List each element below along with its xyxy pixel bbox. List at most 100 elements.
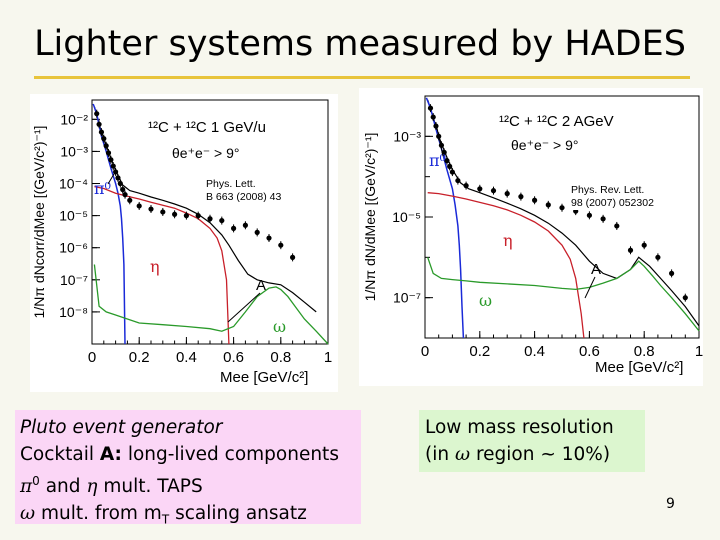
right-data-point <box>463 183 469 189</box>
cocktail-line: Cocktail A: long-lived components <box>20 441 357 468</box>
right-data-point <box>490 188 497 194</box>
left-x-tick-label: 0.2 <box>129 349 150 366</box>
res-post: region ~ 10%) <box>470 444 611 465</box>
left-y-tick-label: 10⁻⁷ <box>60 272 88 288</box>
mt-sub: T <box>161 512 170 527</box>
left-data-point <box>278 242 284 248</box>
right-data-point <box>614 223 620 229</box>
reference-left-line1: Phys. Lett. <box>206 178 256 190</box>
right-curve-eta <box>427 192 585 339</box>
right-y-tick-label: 10⁻³ <box>393 128 421 144</box>
left-data-point <box>231 225 237 231</box>
left-data-point <box>103 143 109 149</box>
left-data-point <box>242 222 248 228</box>
right-data-point <box>449 169 455 175</box>
left-y-tick-label: 10⁻⁶ <box>59 240 88 256</box>
left-data-point <box>195 213 201 219</box>
left-data-point <box>113 169 119 175</box>
left-y-tick-label: 10⁻⁴ <box>59 176 88 192</box>
and-text: and <box>39 476 87 498</box>
right-data-point <box>641 242 647 248</box>
omega-symbol: ω <box>20 503 36 525</box>
taps-text: mult. TAPS <box>97 476 203 498</box>
right-curve-pi0 <box>425 97 465 339</box>
left-data-point <box>115 175 121 181</box>
left-data-point <box>110 163 116 169</box>
left-omega-label: ω <box>273 317 286 336</box>
left-cocktail-A-label: A <box>256 277 266 294</box>
left-y-tick-label: 10⁻⁵ <box>59 208 88 224</box>
right-plot-frame <box>424 95 700 339</box>
left-pi0-arrow <box>107 173 115 185</box>
pi-sup: 0 <box>32 474 40 488</box>
right-y-tick-label: 10⁻⁷ <box>393 290 421 306</box>
left-data-point <box>98 129 105 135</box>
right-data-point <box>655 254 661 260</box>
left-pi0-label: π⁰ <box>94 179 111 198</box>
right-data-point <box>447 163 453 169</box>
right-cocktail-A-label: A <box>591 261 601 278</box>
pluto-info-box: Pluto event generator Cocktail A: long-l… <box>15 410 361 527</box>
left-data-point <box>136 203 142 209</box>
left-data-point <box>96 121 102 127</box>
cocktail-post: long-lived components <box>121 444 339 465</box>
left-y-tick-label: 10⁻⁸ <box>59 304 88 320</box>
right-y-axis-title: 1/Nπ dN/dMee [(GeV/c²)⁻¹] <box>362 133 378 302</box>
left-x-tick-label: 0 <box>88 349 96 366</box>
left-data-point <box>122 192 128 198</box>
right-data-point <box>477 186 483 192</box>
reference-right-line2: 98 (2007) 052302 <box>571 197 654 209</box>
reference-right-line1: Phys. Rev. Lett. <box>571 184 645 196</box>
mult-text: mult. from m <box>35 503 162 525</box>
chart-left: 0 0.2 0.4 0.6 0.8 1 10⁻² 10⁻³ 10⁻⁴ 10⁻⁵ 10⁻⁶ 10⁻⁷ 10… <box>31 99 332 386</box>
right-cocktail-A-arrow <box>584 276 596 299</box>
right-data-point <box>559 205 565 211</box>
right-curve-cocktail <box>427 99 700 327</box>
cocktail-pre: Cocktail <box>20 444 100 465</box>
left-data-point <box>105 150 112 156</box>
left-data-point <box>290 254 296 260</box>
pi-symbol: π <box>20 476 33 498</box>
right-x-tick-label: 0.6 <box>579 343 600 360</box>
chart-right: 0 0.2 0.4 0.6 0.8 1 10⁻³ 10⁻⁵ 10⁻⁷ Mee [GeV/c²] 1/… <box>362 95 703 376</box>
left-curve-pi0 <box>92 103 126 345</box>
left-data-point <box>127 197 133 203</box>
right-x-tick-label: 0.2 <box>469 343 490 360</box>
left-data-point <box>101 136 107 142</box>
left-x-tick-label: 1 <box>324 349 332 366</box>
cocktail-bold: A: <box>99 444 122 465</box>
right-x-tick-label: 0 <box>421 343 429 360</box>
chart-panel-left: 0 0.2 0.4 0.6 0.8 1 10⁻² 10⁻³ 10⁻⁴ 10⁻⁵ 10⁻⁶ 10⁻⁷ 10… <box>30 94 338 392</box>
right-omega-label: ω <box>479 291 492 310</box>
left-data-point <box>266 235 272 241</box>
right-data-point <box>669 270 675 276</box>
right-data-point <box>430 114 436 120</box>
scaling-text: scaling ansatz <box>169 503 307 525</box>
left-data-point <box>172 211 178 217</box>
omega-line: ω mult. from mT scaling ansatz <box>20 500 357 534</box>
right-system-label: ¹²C + ¹²C 2 AGeV <box>499 113 614 130</box>
page-number: 9 <box>666 496 675 512</box>
res-omega: ω <box>454 444 471 465</box>
right-data-point <box>455 177 461 184</box>
left-y-tick-label: 10⁻² <box>60 111 88 127</box>
right-data-point <box>444 158 450 164</box>
left-curve-cocktail <box>93 106 317 313</box>
right-data-point <box>682 295 688 301</box>
left-curve-omega <box>93 264 329 345</box>
right-x-tick-label: 0.8 <box>634 343 655 360</box>
left-data-point <box>254 229 260 235</box>
left-y-tick-label: 10⁻³ <box>60 143 88 159</box>
title-underline <box>34 76 690 79</box>
left-data-point <box>117 180 123 187</box>
left-data-point <box>207 216 213 222</box>
right-data-point <box>504 191 510 197</box>
right-pi0-arrow <box>436 127 444 157</box>
left-eta-label: η <box>150 257 160 276</box>
pi0-eta-line: π0 and η mult. TAPS <box>20 468 357 500</box>
resolution-line1: Low mass resolution <box>425 417 614 438</box>
resolution-line2: (in ω region ~ 10%) <box>425 441 639 468</box>
right-x-tick-label: 0.4 <box>524 343 545 360</box>
left-data-point <box>120 186 126 193</box>
reference-left: Phys. Lett. B 663 (2008) 43 <box>206 178 282 204</box>
